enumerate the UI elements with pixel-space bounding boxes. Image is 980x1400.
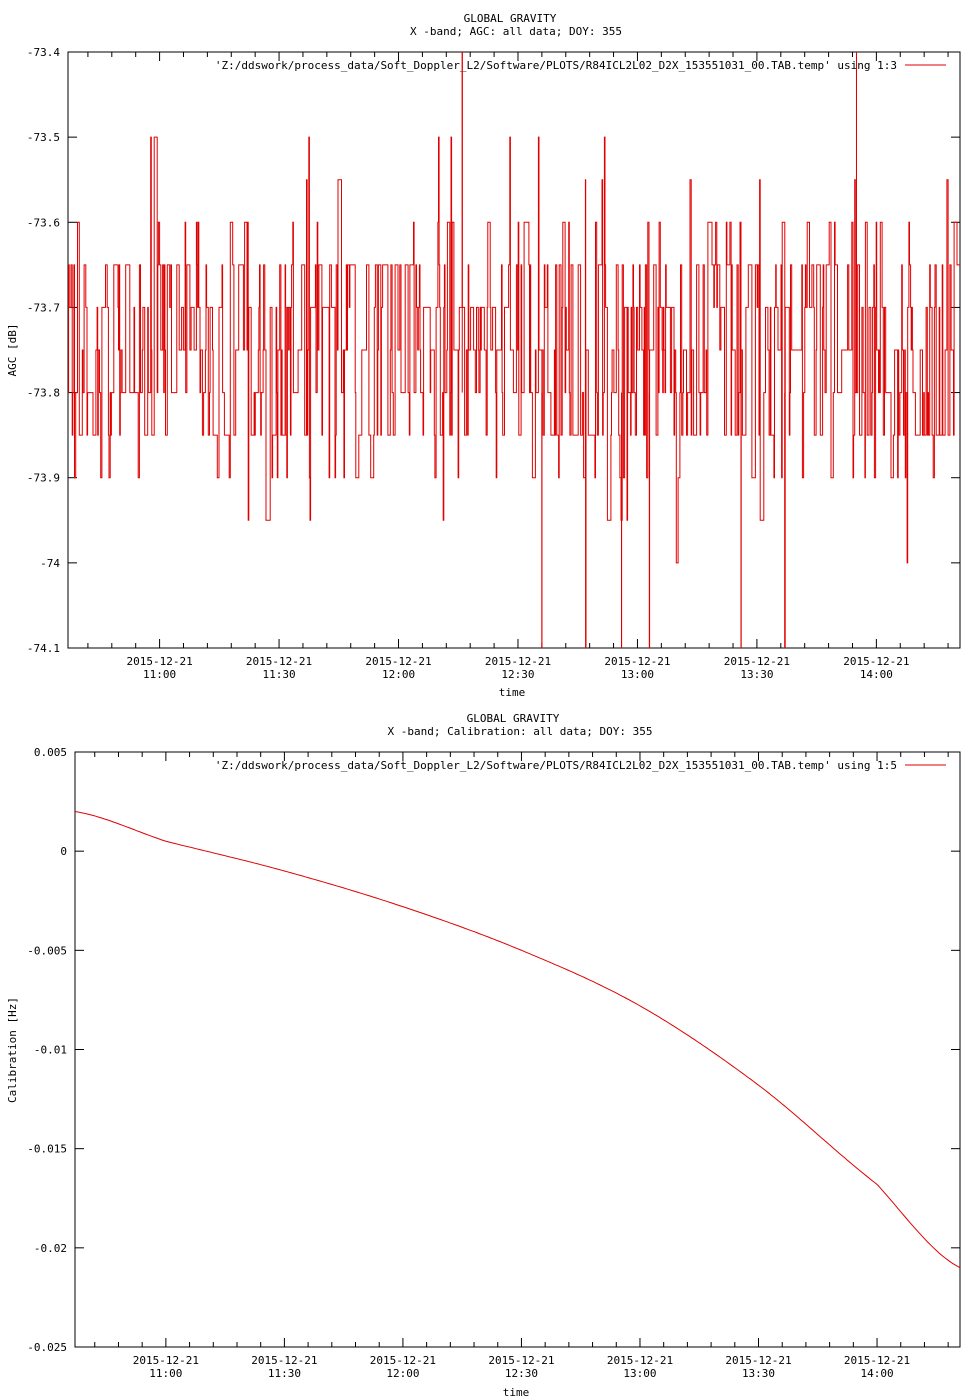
x-tick-time-label: 12:00 (382, 668, 415, 681)
y-tick-label: -74.1 (27, 642, 60, 655)
x-tick-date-label: 2015-12-21 (370, 1354, 436, 1367)
x-tick-time-label: 13:00 (623, 1367, 656, 1380)
y-axis-label: Calibration [Hz] (6, 997, 19, 1103)
x-tick-date-label: 2015-12-21 (844, 1354, 910, 1367)
x-axis-label: time (499, 686, 526, 699)
x-tick-time-label: 11:30 (262, 668, 295, 681)
y-tick-label: -0.015 (27, 1143, 67, 1156)
calibration-chart: GLOBAL GRAVITY X -band; Calibration: all… (6, 712, 961, 1399)
x-tick-time-label: 11:00 (149, 1367, 182, 1380)
x-tick-group: 2015-12-2111:002015-12-2111:302015-12-21… (87, 52, 949, 681)
x-tick-date-label: 2015-12-21 (133, 1354, 199, 1367)
x-tick-date-label: 2015-12-21 (485, 655, 551, 668)
x-tick-time-label: 12:30 (501, 668, 534, 681)
x-tick-time-label: 13:30 (740, 668, 773, 681)
legend-label: 'Z:/ddswork/process_data/Soft_Doppler_L2… (215, 759, 897, 772)
y-tick-label: -73.8 (27, 387, 60, 400)
y-tick-label: -73.9 (27, 472, 60, 485)
y-tick-label: -73.6 (27, 216, 60, 229)
y-tick-group: 0.005 0 -0.005 -0.01 -0.015 -0.02 -0.025 (27, 746, 960, 1354)
x-tick-group: 2015-12-2111:002015-12-2111:302015-12-21… (94, 752, 949, 1380)
x-tick-time-label: 13:00 (621, 668, 654, 681)
y-tick-label: -0.01 (34, 1044, 67, 1057)
data-series (75, 811, 960, 1269)
x-tick-date-label: 2015-12-21 (126, 655, 192, 668)
y-tick-group: -73.4 -73.5 -73.6 -73.7 -73.8 -73.9 -74 -74.1 (27, 46, 960, 655)
x-tick-date-label: 2015-12-21 (725, 1354, 791, 1367)
x-tick-date-label: 2015-12-21 (843, 655, 909, 668)
y-tick-label: -0.005 (27, 944, 67, 957)
y-tick-label: 0 (60, 845, 67, 858)
x-tick-time-label: 14:00 (860, 1367, 893, 1380)
plot-frame (67, 51, 961, 649)
x-tick-date-label: 2015-12-21 (251, 1354, 317, 1367)
agc-chart: GLOBAL GRAVITY X -band; AGC: all data; D… (6, 12, 961, 699)
x-tick-date-label: 2015-12-21 (607, 1354, 673, 1367)
chart-subtitle: X -band; AGC: all data; DOY: 355 (410, 25, 622, 38)
y-tick-label: 0.005 (34, 746, 67, 759)
chart-title: GLOBAL GRAVITY (464, 12, 557, 25)
y-tick-label: -0.02 (34, 1242, 67, 1255)
y-axis-label: AGC [dB] (6, 324, 19, 377)
calibration-series-line (75, 811, 960, 1269)
x-tick-date-label: 2015-12-21 (724, 655, 790, 668)
x-tick-time-label: 11:30 (268, 1367, 301, 1380)
y-tick-label: -73.7 (27, 301, 60, 314)
x-tick-time-label: 14:00 (860, 668, 893, 681)
x-tick-date-label: 2015-12-21 (365, 655, 431, 668)
x-tick-time-label: 13:30 (742, 1367, 775, 1380)
x-tick-date-label: 2015-12-21 (488, 1354, 554, 1367)
x-tick-date-label: 2015-12-21 (246, 655, 312, 668)
x-tick-date-label: 2015-12-21 (604, 655, 670, 668)
y-tick-label: -73.4 (27, 46, 60, 59)
x-tick-time-label: 12:30 (505, 1367, 538, 1380)
y-tick-label: -74 (40, 557, 60, 570)
x-tick-time-label: 11:00 (143, 668, 176, 681)
y-tick-label: -0.025 (27, 1341, 67, 1354)
chart-subtitle: X -band; Calibration: all data; DOY: 355 (388, 725, 653, 738)
x-axis-label: time (503, 1386, 530, 1399)
data-series (68, 52, 960, 648)
chart-title: GLOBAL GRAVITY (467, 712, 560, 725)
x-tick-time-label: 12:00 (386, 1367, 419, 1380)
legend-label: 'Z:/ddswork/process_data/Soft_Doppler_L2… (215, 59, 897, 72)
plot-frame (74, 751, 961, 1348)
y-tick-label: -73.5 (27, 131, 60, 144)
agc-series-line (68, 52, 960, 648)
